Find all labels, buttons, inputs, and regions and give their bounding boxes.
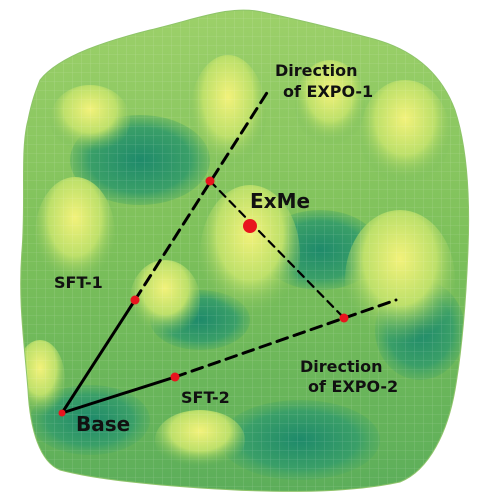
expo1-point: [205, 176, 215, 186]
base-point: [58, 409, 66, 417]
expo2-dashed-line: [173, 298, 398, 379]
exme-dashed-line: [208, 179, 346, 320]
labels: Direction of EXPO-1 ExMe SFT-1 Direction…: [54, 61, 398, 436]
direction-expo2-label-line2: of EXPO-2: [308, 377, 398, 396]
sft2-label: SFT-2: [181, 388, 230, 407]
trajectory-lines: [60, 86, 398, 415]
expo1-dashed-line: [133, 86, 272, 302]
sft2-point: [170, 372, 180, 382]
expo2-point: [339, 313, 349, 323]
points: [58, 176, 349, 417]
sft2-solid-line: [60, 375, 177, 415]
direction-expo2-label-line1: Direction: [300, 357, 383, 376]
sft1-label: SFT-1: [54, 273, 103, 292]
exme-point: [243, 219, 257, 233]
direction-expo1-label-line2: of EXPO-1: [283, 82, 373, 101]
sft1-solid-line: [60, 298, 137, 415]
sft1-point: [130, 295, 140, 305]
direction-expo1-label-line1: Direction: [275, 61, 358, 80]
exme-label: ExMe: [250, 189, 310, 213]
surface-outline: [20, 9, 470, 492]
base-label: Base: [76, 412, 130, 436]
